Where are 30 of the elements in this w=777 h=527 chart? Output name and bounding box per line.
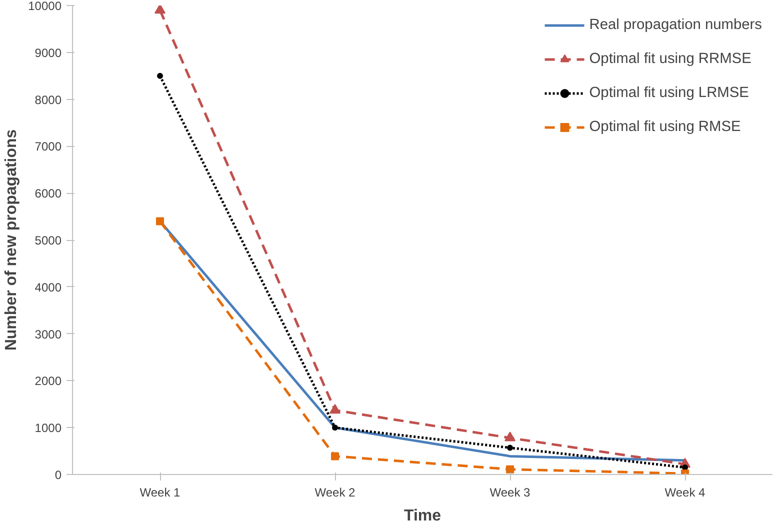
y-tick-label: 4000 [34,280,62,294]
point [331,452,339,460]
x-tick-label: Week 4 [664,486,706,500]
y-tick-label: 10000 [28,0,62,13]
y-tick-label: 9000 [34,46,62,60]
point [157,72,163,79]
y-tick-label: 1000 [34,421,62,436]
y-tick-label: 2000 [34,374,62,388]
y-tick-label: 5000 [34,234,62,248]
point [504,432,516,442]
x-axis-title: Time [404,508,442,524]
y-tick-label: 3000 [34,327,62,342]
y-tick-label: 8000 [34,92,62,107]
legend-label: Real propagation numbers [589,17,762,33]
point [506,465,514,474]
point [154,6,166,14]
legend-label: Optimal fit using LRMSE [589,85,749,101]
point [507,444,513,451]
y-tick-label: 0 [54,468,62,482]
x-tick-label: Week 3 [490,486,531,500]
legend-label: Optimal fit using RRMSE [589,51,752,67]
x-tick-label: Week 1 [140,486,181,500]
y-tick-label: 7000 [34,140,62,154]
point [330,404,340,414]
legend-label: Optimal fit using RMSE [589,119,741,135]
x-tick-label: Week 2 [314,486,356,500]
y-tick-label: 6000 [34,186,62,201]
point [332,424,338,431]
y-axis-title: Number of new propagations [3,129,20,351]
point [156,217,164,226]
